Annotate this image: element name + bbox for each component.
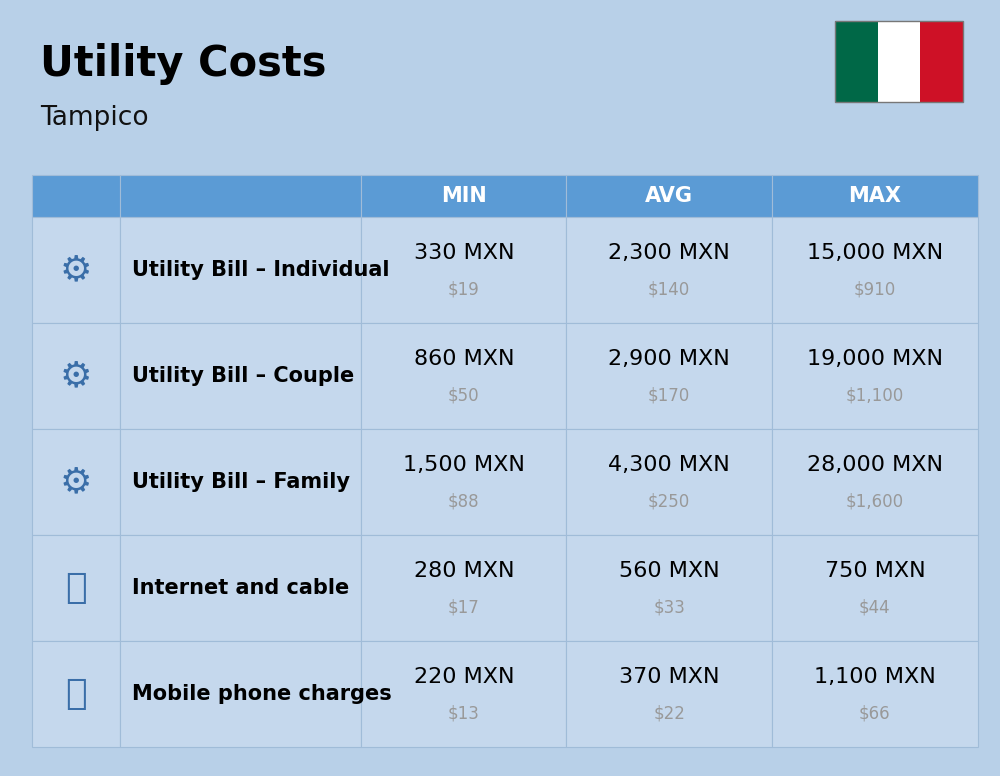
Text: $44: $44 xyxy=(859,598,891,616)
Text: $1,100: $1,100 xyxy=(846,386,904,404)
Bar xyxy=(361,535,566,641)
Text: $1,600: $1,600 xyxy=(846,493,904,511)
Text: 📱: 📱 xyxy=(65,677,87,711)
Text: 860 MXN: 860 MXN xyxy=(414,349,514,369)
Bar xyxy=(120,324,361,429)
Text: $910: $910 xyxy=(854,281,896,299)
Bar xyxy=(566,175,772,217)
Bar xyxy=(32,535,120,641)
Text: 1,100 MXN: 1,100 MXN xyxy=(814,667,936,687)
Bar xyxy=(120,217,361,324)
Text: AVG: AVG xyxy=(645,186,693,206)
Text: 4,300 MXN: 4,300 MXN xyxy=(608,455,730,475)
Text: 28,000 MXN: 28,000 MXN xyxy=(807,455,943,475)
Text: Tampico: Tampico xyxy=(40,105,149,131)
Text: $33: $33 xyxy=(653,598,685,616)
Bar xyxy=(566,217,772,324)
Bar xyxy=(361,324,566,429)
Text: Utility Costs: Utility Costs xyxy=(40,43,326,85)
Text: $250: $250 xyxy=(648,493,690,511)
Text: 1,500 MXN: 1,500 MXN xyxy=(403,455,525,475)
Text: 560 MXN: 560 MXN xyxy=(619,561,719,580)
Text: ⚙: ⚙ xyxy=(60,465,92,499)
Text: Internet and cable: Internet and cable xyxy=(132,578,349,598)
Text: $140: $140 xyxy=(648,281,690,299)
Bar xyxy=(32,324,120,429)
Bar xyxy=(32,641,120,747)
Bar xyxy=(32,429,120,535)
Bar xyxy=(835,21,963,102)
Text: $19: $19 xyxy=(448,281,480,299)
Text: 370 MXN: 370 MXN xyxy=(619,667,719,687)
Text: 750 MXN: 750 MXN xyxy=(825,561,925,580)
Bar xyxy=(361,217,566,324)
Text: MAX: MAX xyxy=(848,186,901,206)
Bar xyxy=(772,429,978,535)
Bar xyxy=(772,324,978,429)
Text: $50: $50 xyxy=(448,386,480,404)
Text: MIN: MIN xyxy=(441,186,487,206)
Text: ⚙: ⚙ xyxy=(60,254,92,287)
Bar xyxy=(361,175,566,217)
Text: Mobile phone charges: Mobile phone charges xyxy=(132,684,392,704)
Bar xyxy=(772,535,978,641)
Bar xyxy=(361,641,566,747)
Text: 19,000 MXN: 19,000 MXN xyxy=(807,349,943,369)
Text: 330 MXN: 330 MXN xyxy=(414,244,514,263)
Text: 15,000 MXN: 15,000 MXN xyxy=(807,244,943,263)
Text: $66: $66 xyxy=(859,704,891,722)
Text: ⚙: ⚙ xyxy=(60,359,92,393)
Text: Utility Bill – Family: Utility Bill – Family xyxy=(132,472,350,492)
Text: 280 MXN: 280 MXN xyxy=(414,561,514,580)
Text: 📶: 📶 xyxy=(65,571,87,605)
Bar xyxy=(920,21,963,102)
Bar xyxy=(32,217,120,324)
Text: 2,300 MXN: 2,300 MXN xyxy=(608,244,730,263)
Text: $13: $13 xyxy=(448,704,480,722)
Bar xyxy=(120,535,361,641)
Bar xyxy=(772,641,978,747)
Text: Utility Bill – Couple: Utility Bill – Couple xyxy=(132,366,354,386)
Bar xyxy=(120,175,361,217)
Bar xyxy=(566,429,772,535)
Bar xyxy=(878,21,920,102)
Bar xyxy=(772,217,978,324)
Bar xyxy=(361,429,566,535)
Text: $22: $22 xyxy=(653,704,685,722)
Text: 2,900 MXN: 2,900 MXN xyxy=(608,349,730,369)
Bar xyxy=(566,535,772,641)
Bar xyxy=(566,641,772,747)
Bar xyxy=(32,175,120,217)
Text: $170: $170 xyxy=(648,386,690,404)
Bar xyxy=(120,429,361,535)
Bar xyxy=(120,641,361,747)
Text: $88: $88 xyxy=(448,493,480,511)
Bar xyxy=(566,324,772,429)
Text: 220 MXN: 220 MXN xyxy=(414,667,514,687)
Text: Utility Bill – Individual: Utility Bill – Individual xyxy=(132,261,389,280)
Bar xyxy=(835,21,878,102)
Bar xyxy=(772,175,978,217)
Text: $17: $17 xyxy=(448,598,480,616)
